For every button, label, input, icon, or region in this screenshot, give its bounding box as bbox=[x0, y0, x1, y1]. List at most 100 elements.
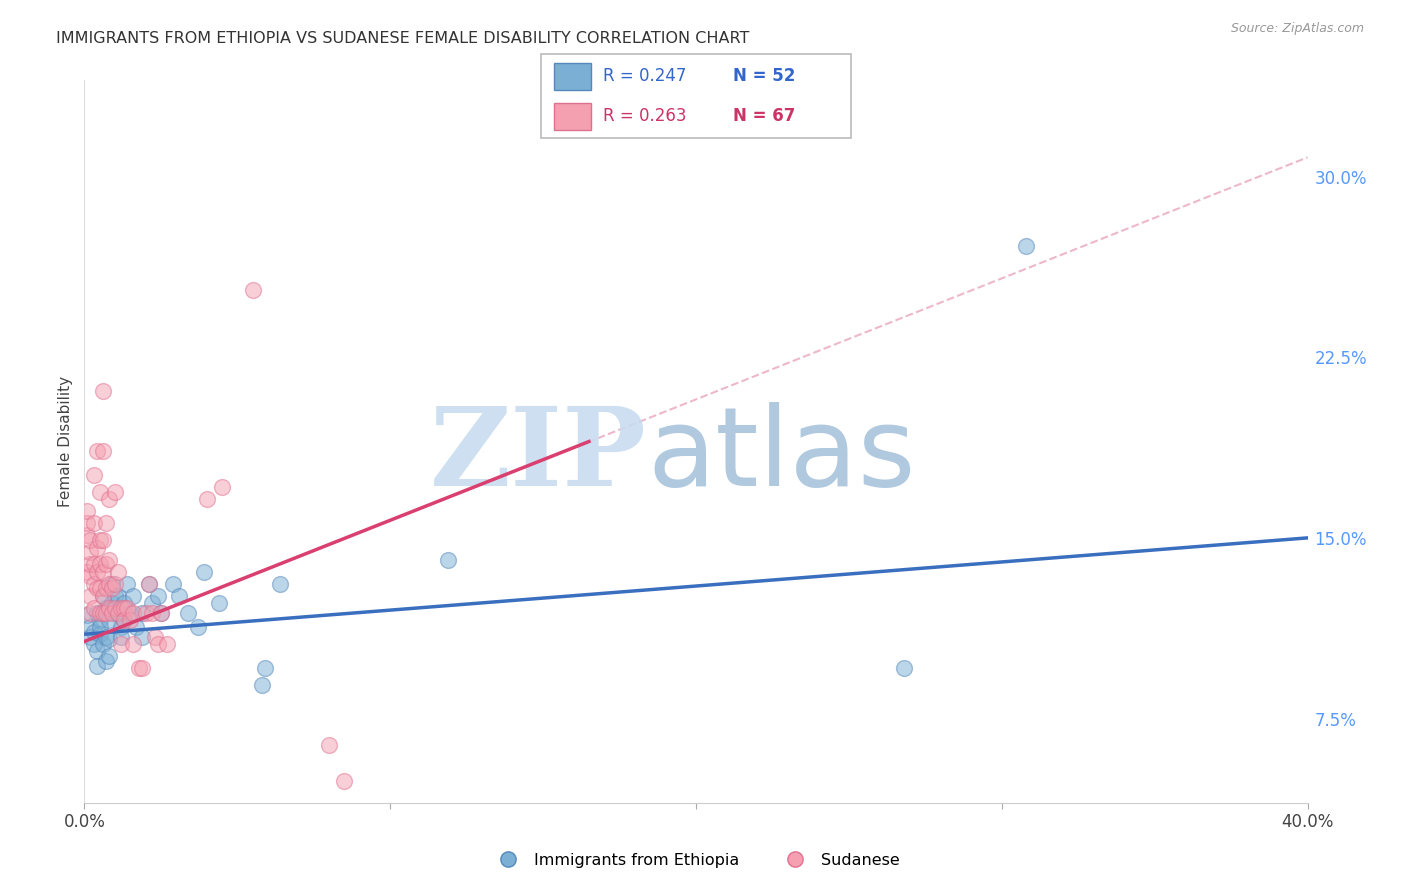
FancyBboxPatch shape bbox=[541, 54, 851, 138]
Point bbox=[193, 565, 215, 579]
Point bbox=[94, 558, 117, 572]
Point bbox=[101, 596, 124, 610]
Point bbox=[91, 444, 114, 458]
Point bbox=[86, 606, 108, 620]
Point bbox=[76, 516, 98, 531]
Point bbox=[112, 613, 135, 627]
Point bbox=[141, 606, 163, 620]
Point bbox=[177, 606, 200, 620]
Point bbox=[167, 589, 190, 603]
Point bbox=[125, 620, 148, 634]
Point bbox=[86, 582, 108, 596]
Point bbox=[97, 552, 120, 566]
Text: R = 0.247: R = 0.247 bbox=[603, 68, 686, 86]
Text: N = 67: N = 67 bbox=[733, 107, 796, 125]
Point bbox=[94, 630, 117, 644]
Point bbox=[107, 589, 129, 603]
Text: ZIP: ZIP bbox=[430, 402, 647, 509]
Point bbox=[89, 582, 111, 596]
Point bbox=[91, 533, 114, 548]
Point bbox=[97, 613, 120, 627]
Point bbox=[186, 620, 208, 634]
Point bbox=[91, 606, 114, 620]
Point bbox=[149, 606, 172, 620]
Point bbox=[253, 661, 276, 675]
Point bbox=[893, 661, 915, 675]
Point bbox=[86, 444, 108, 458]
Point bbox=[195, 492, 218, 507]
Point bbox=[149, 606, 172, 620]
Point bbox=[101, 576, 124, 591]
Point bbox=[91, 589, 114, 603]
Point bbox=[76, 607, 98, 622]
Point bbox=[89, 620, 111, 634]
Point bbox=[83, 637, 105, 651]
Point bbox=[94, 516, 117, 531]
Point bbox=[89, 533, 111, 548]
Point bbox=[110, 630, 132, 644]
Point bbox=[122, 637, 145, 651]
Point bbox=[89, 613, 111, 627]
Point bbox=[94, 582, 117, 596]
Point bbox=[89, 558, 111, 572]
Point bbox=[104, 600, 127, 615]
Point bbox=[135, 606, 157, 620]
Point bbox=[146, 589, 169, 603]
Point bbox=[79, 606, 101, 620]
Point bbox=[138, 576, 160, 591]
Point bbox=[131, 606, 153, 620]
Point bbox=[83, 624, 105, 639]
Point bbox=[112, 596, 135, 610]
Point bbox=[269, 576, 291, 591]
Point bbox=[146, 637, 169, 651]
Point bbox=[79, 630, 101, 644]
Y-axis label: Female Disability: Female Disability bbox=[58, 376, 73, 508]
Text: IMMIGRANTS FROM ETHIOPIA VS SUDANESE FEMALE DISABILITY CORRELATION CHART: IMMIGRANTS FROM ETHIOPIA VS SUDANESE FEM… bbox=[56, 31, 749, 46]
Point bbox=[141, 596, 163, 610]
Point bbox=[110, 637, 132, 651]
Text: N = 52: N = 52 bbox=[733, 68, 796, 86]
Text: R = 0.263: R = 0.263 bbox=[603, 107, 686, 125]
Point bbox=[91, 589, 114, 603]
Point bbox=[122, 589, 145, 603]
Point bbox=[97, 492, 120, 507]
Point bbox=[162, 576, 184, 591]
Point bbox=[211, 480, 233, 494]
Point bbox=[94, 600, 117, 615]
Point bbox=[86, 565, 108, 579]
Point bbox=[97, 648, 120, 663]
Point bbox=[138, 576, 160, 591]
FancyBboxPatch shape bbox=[554, 62, 591, 90]
Point bbox=[79, 533, 101, 548]
Point bbox=[94, 606, 117, 620]
Point bbox=[104, 576, 127, 591]
Point bbox=[83, 516, 105, 531]
Point bbox=[76, 565, 98, 579]
Point bbox=[318, 738, 340, 752]
Point bbox=[104, 606, 127, 620]
Point bbox=[79, 545, 101, 559]
Point bbox=[143, 630, 166, 644]
Point bbox=[86, 541, 108, 555]
Point bbox=[91, 637, 114, 651]
Point bbox=[83, 468, 105, 483]
Point bbox=[1015, 239, 1038, 253]
Point bbox=[120, 606, 142, 620]
Point bbox=[115, 600, 138, 615]
Point bbox=[91, 384, 114, 398]
Point bbox=[97, 600, 120, 615]
Point bbox=[104, 589, 127, 603]
Point bbox=[76, 528, 98, 542]
Point bbox=[101, 582, 124, 596]
Point bbox=[250, 678, 273, 692]
Point bbox=[110, 620, 132, 634]
Point bbox=[107, 565, 129, 579]
Point bbox=[79, 620, 101, 634]
Point bbox=[107, 606, 129, 620]
Point bbox=[110, 600, 132, 615]
Point bbox=[104, 485, 127, 500]
Point bbox=[91, 606, 114, 620]
Point bbox=[120, 613, 142, 627]
Point bbox=[128, 661, 150, 675]
Point bbox=[208, 596, 231, 610]
